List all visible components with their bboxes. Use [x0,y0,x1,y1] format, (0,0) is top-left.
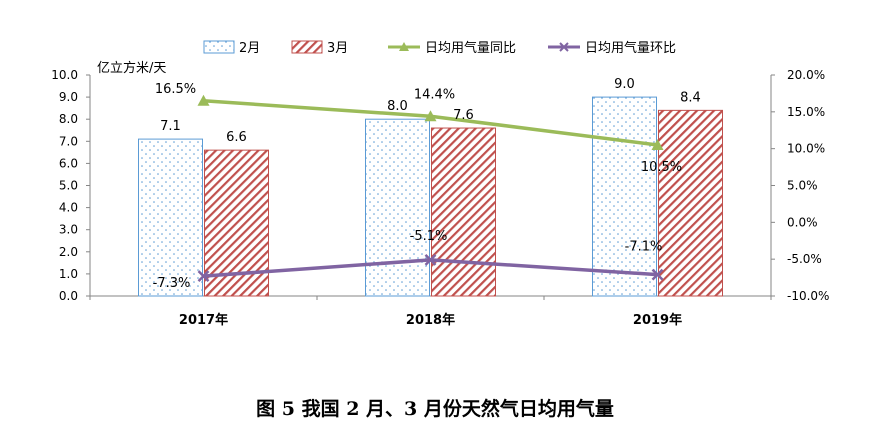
legend-label: 日均用气量同比 [425,40,516,56]
legend-marker [399,42,409,51]
legend-swatch [291,40,323,54]
left-tick-label: 0.0 [59,289,78,303]
mom-value-label: -5.1% [410,229,448,244]
mom-marker [651,268,664,281]
legend-swatch [203,40,235,54]
left-tick-label: 4.0 [59,201,78,215]
bar-feb [592,96,657,297]
bar-value-label: 8.4 [680,90,701,105]
bar-value-label: 6.6 [226,130,247,145]
figure-caption: 图 5 我国 2 月、3 月份天然气日均用气量 [256,398,614,420]
bar-feb [365,118,430,297]
right-tick-label: 0.0% [787,215,818,229]
bars [138,96,723,297]
right-tick-label: 20.0% [787,68,825,82]
mom-line [203,258,658,278]
legend-label: 日均用气量环比 [585,40,676,56]
left-tick-label: 8.0 [59,112,78,126]
right-tick-label: -5.0% [787,252,822,266]
right-tick-label: -10.0% [787,289,829,303]
x-tick-label: 2019年 [633,312,682,328]
left-tick-label: 1.0 [59,267,78,281]
left-tick-label: 3.0 [59,223,78,237]
bar-value-label: 7.1 [160,119,181,134]
bar-mar [658,109,723,297]
mom-value-label: -7.3% [153,276,191,291]
left-tick-label: 9.0 [59,90,78,104]
yoy-line [203,99,658,147]
left-tick-label: 6.0 [59,156,78,170]
left-tick-label: 5.0 [59,179,78,193]
legend-label: 2月 [239,41,260,56]
bar-mar [431,127,496,297]
mom-marker [424,254,437,266]
legend-label: 3月 [327,41,348,56]
yoy-value-label: 16.5% [155,82,196,97]
yoy-marker [424,110,437,122]
lines [197,94,664,282]
yoy-marker [197,94,210,106]
right-tick-label: 15.0% [787,105,825,119]
yoy-value-label: 10.5% [641,160,682,175]
mom-value-label: -7.1% [625,240,663,255]
yoy-value-label: 14.4% [414,87,455,102]
data-labels: 7.1 8.0 9.0 6.6 7.6 8.4 16.5% 14.4% 10.5% -7.3% -5… [153,77,701,291]
mom-marker [197,270,210,282]
x-tick-label: 2018年 [406,312,455,328]
bar-value-label: 7.6 [453,108,474,123]
bar-feb [138,138,203,297]
yoy-marker [651,138,664,150]
left-tick-label: 7.0 [59,134,78,148]
x-tick-label: 2017年 [179,312,228,328]
bar-value-label: 9.0 [614,77,635,92]
right-tick-label: 10.0% [787,142,825,156]
left-tick-label: 10.0 [51,68,78,82]
left-tick-label: 2.0 [59,245,78,259]
legend-marker [559,42,569,52]
axes: 0.0 1.0 2.0 3.0 4.0 5.0 6.0 7.0 8.0 9.0 10.0 亿立方米/天… [51,60,829,328]
bar-value-label: 8.0 [387,99,408,114]
right-tick-label: 5.0% [787,179,818,193]
left-axis-unit: 亿立方米/天 [97,60,166,76]
legend: 2月 3月 日均用气量同比 日均用气量环比 [203,40,676,56]
